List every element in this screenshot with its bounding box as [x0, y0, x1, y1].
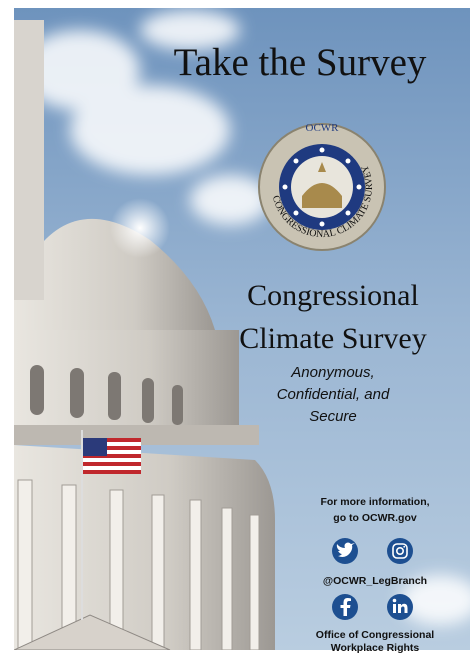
headline: Congressional [247, 279, 419, 312]
facebook-icon[interactable] [332, 594, 358, 620]
tagline: Secure [309, 408, 357, 425]
seal-top: OCWR [306, 122, 340, 134]
twitter-icon[interactable] [332, 538, 358, 564]
title: Take the Survey [174, 41, 427, 84]
seal: CONGRESSIONAL CLIMATE SURVEY OCWR [259, 122, 385, 250]
headline: Climate Survey [239, 322, 426, 355]
organization: Office of Congressional [316, 629, 435, 641]
tagline: Confidential, and [277, 386, 390, 403]
info: For more information, [320, 496, 429, 508]
instagram-icon[interactable] [387, 538, 413, 564]
organization: Workplace Rights [331, 642, 420, 654]
tagline: Anonymous, [290, 364, 374, 381]
linkedin-icon[interactable] [387, 594, 413, 620]
handle: @OCWR_LegBranch [323, 575, 427, 587]
info: go to OCWR.gov [333, 512, 417, 524]
poster: Take the Survey CONGRESSIONAL CLIMATE SU… [0, 0, 475, 656]
